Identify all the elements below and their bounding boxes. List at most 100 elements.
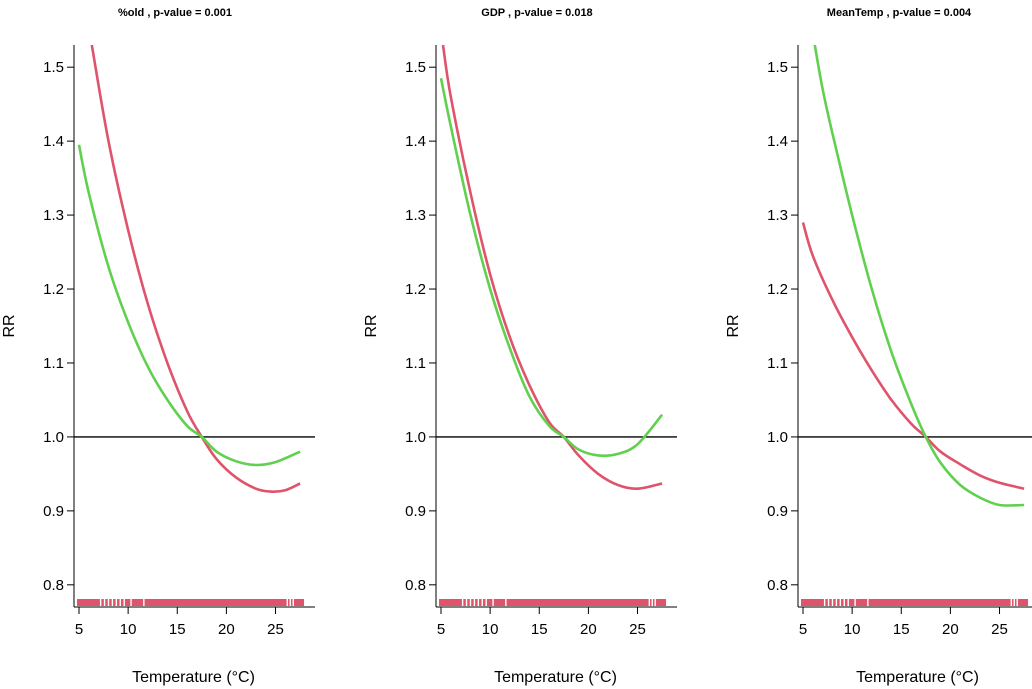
rug bbox=[77, 599, 305, 606]
x-tick-label: 10 bbox=[482, 621, 499, 638]
rug-gap bbox=[115, 599, 118, 606]
y-tick-label: 1.2 bbox=[405, 281, 426, 298]
rug-gap bbox=[651, 599, 653, 606]
rug-gap bbox=[123, 599, 125, 606]
rug-gap bbox=[461, 599, 464, 606]
x-tick-label: 15 bbox=[893, 621, 910, 638]
x-axis-title: Temperature (°C) bbox=[856, 669, 979, 686]
panel-title: %old , p-value = 0.001 bbox=[118, 7, 232, 19]
y-tick-label: 0.8 bbox=[405, 577, 426, 594]
rug-gap bbox=[130, 599, 132, 606]
rug-gap bbox=[827, 599, 830, 606]
rug-gap bbox=[831, 599, 834, 606]
x-tick-label: 25 bbox=[991, 621, 1008, 638]
rug bbox=[801, 599, 1029, 606]
y-tick-label: 1.4 bbox=[405, 133, 426, 150]
rug-gap bbox=[854, 599, 856, 606]
y-axis-title: RR bbox=[1, 314, 18, 337]
rug-gap bbox=[835, 599, 838, 606]
rug-gap bbox=[843, 599, 845, 606]
rug-gap bbox=[648, 599, 651, 606]
x-tick-label: 10 bbox=[844, 621, 861, 638]
rug-gap bbox=[847, 599, 849, 606]
rug-gap bbox=[477, 599, 480, 606]
rug-gap bbox=[289, 599, 291, 606]
red-curve bbox=[441, 45, 663, 491]
rug-gap bbox=[492, 599, 494, 606]
x-axis-title: Temperature (°C) bbox=[132, 669, 255, 686]
panel-2: GDP , p-value = 0.018 0.8 0.9 1.0 1.1 1.2 1.3 1… bbox=[363, 7, 677, 686]
y-tick-label: 1.5 bbox=[767, 59, 788, 76]
x-tick-label: 15 bbox=[531, 621, 548, 638]
y-tick-label: 1.3 bbox=[767, 207, 788, 224]
rug-gap bbox=[292, 599, 294, 606]
rug bbox=[439, 599, 667, 606]
panel-3: MeanTemp , p-value = 0.004 0.8 0.9 1.0 1.1 1.… bbox=[725, 7, 1032, 686]
x-tick-label: 20 bbox=[942, 621, 959, 638]
panel-1: %old , p-value = 0.001 0.8 0.9 1.0 1.1 1.2 1.3… bbox=[1, 7, 315, 686]
y-axis-title: RR bbox=[725, 314, 742, 337]
rug-gap bbox=[867, 599, 869, 606]
rug-gap bbox=[505, 599, 507, 606]
y-tick-label: 1.0 bbox=[405, 429, 426, 446]
y-tick-label: 1.1 bbox=[43, 355, 64, 372]
x-tick-label: 25 bbox=[629, 621, 646, 638]
rug-gap bbox=[99, 599, 102, 606]
rug-gap bbox=[286, 599, 289, 606]
y-tick-label: 1.3 bbox=[43, 207, 64, 224]
rug-gap bbox=[1013, 599, 1015, 606]
x-tick-label: 5 bbox=[437, 621, 445, 638]
x-tick-label: 15 bbox=[169, 621, 186, 638]
red-curve bbox=[801, 222, 1025, 490]
y-axis-title: RR bbox=[363, 314, 380, 337]
green-curve bbox=[439, 78, 664, 458]
rug-gap bbox=[465, 599, 468, 606]
x-tick-label: 5 bbox=[75, 621, 83, 638]
x-tick-label: 20 bbox=[580, 621, 597, 638]
panel-title: MeanTemp , p-value = 0.004 bbox=[827, 7, 972, 19]
y-tick-label: 1.5 bbox=[405, 59, 426, 76]
rug-gap bbox=[839, 599, 842, 606]
y-tick-label: 0.9 bbox=[767, 503, 788, 520]
rug-gap bbox=[107, 599, 110, 606]
green-curve bbox=[813, 45, 1025, 507]
panel-title: GDP , p-value = 0.018 bbox=[481, 7, 592, 19]
x-axis-title: Temperature (°C) bbox=[494, 669, 617, 686]
rug-gap bbox=[111, 599, 114, 606]
rug-gap bbox=[823, 599, 826, 606]
red-curve bbox=[90, 45, 301, 493]
y-tick-label: 0.8 bbox=[43, 577, 64, 594]
rug-band bbox=[77, 599, 305, 606]
x-tick-label: 5 bbox=[799, 621, 807, 638]
y-tick-label: 1.0 bbox=[767, 429, 788, 446]
rug-gap bbox=[481, 599, 483, 606]
green-curve bbox=[77, 144, 301, 467]
rug-gap bbox=[485, 599, 487, 606]
rug-gap bbox=[1010, 599, 1013, 606]
rug-gap bbox=[103, 599, 106, 606]
x-tick-label: 25 bbox=[267, 621, 284, 638]
rug-gap bbox=[119, 599, 121, 606]
x-tick-label: 10 bbox=[120, 621, 137, 638]
y-tick-label: 1.5 bbox=[43, 59, 64, 76]
rug-gap bbox=[473, 599, 476, 606]
y-tick-label: 1.4 bbox=[767, 133, 788, 150]
y-tick-label: 1.4 bbox=[43, 133, 64, 150]
rug-gap bbox=[469, 599, 472, 606]
x-tick-label: 20 bbox=[218, 621, 235, 638]
y-tick-label: 0.9 bbox=[43, 503, 64, 520]
rug-gap bbox=[143, 599, 145, 606]
y-tick-label: 0.9 bbox=[405, 503, 426, 520]
rug-gap bbox=[654, 599, 656, 606]
y-tick-label: 1.2 bbox=[767, 281, 788, 298]
y-tick-label: 1.2 bbox=[43, 281, 64, 298]
y-tick-label: 1.3 bbox=[405, 207, 426, 224]
rug-band bbox=[801, 599, 1029, 606]
y-tick-label: 1.0 bbox=[43, 429, 64, 446]
rug-band bbox=[439, 599, 667, 606]
rug-gap bbox=[1016, 599, 1018, 606]
y-tick-label: 1.1 bbox=[405, 355, 426, 372]
y-tick-label: 1.1 bbox=[767, 355, 788, 372]
y-tick-label: 0.8 bbox=[767, 577, 788, 594]
